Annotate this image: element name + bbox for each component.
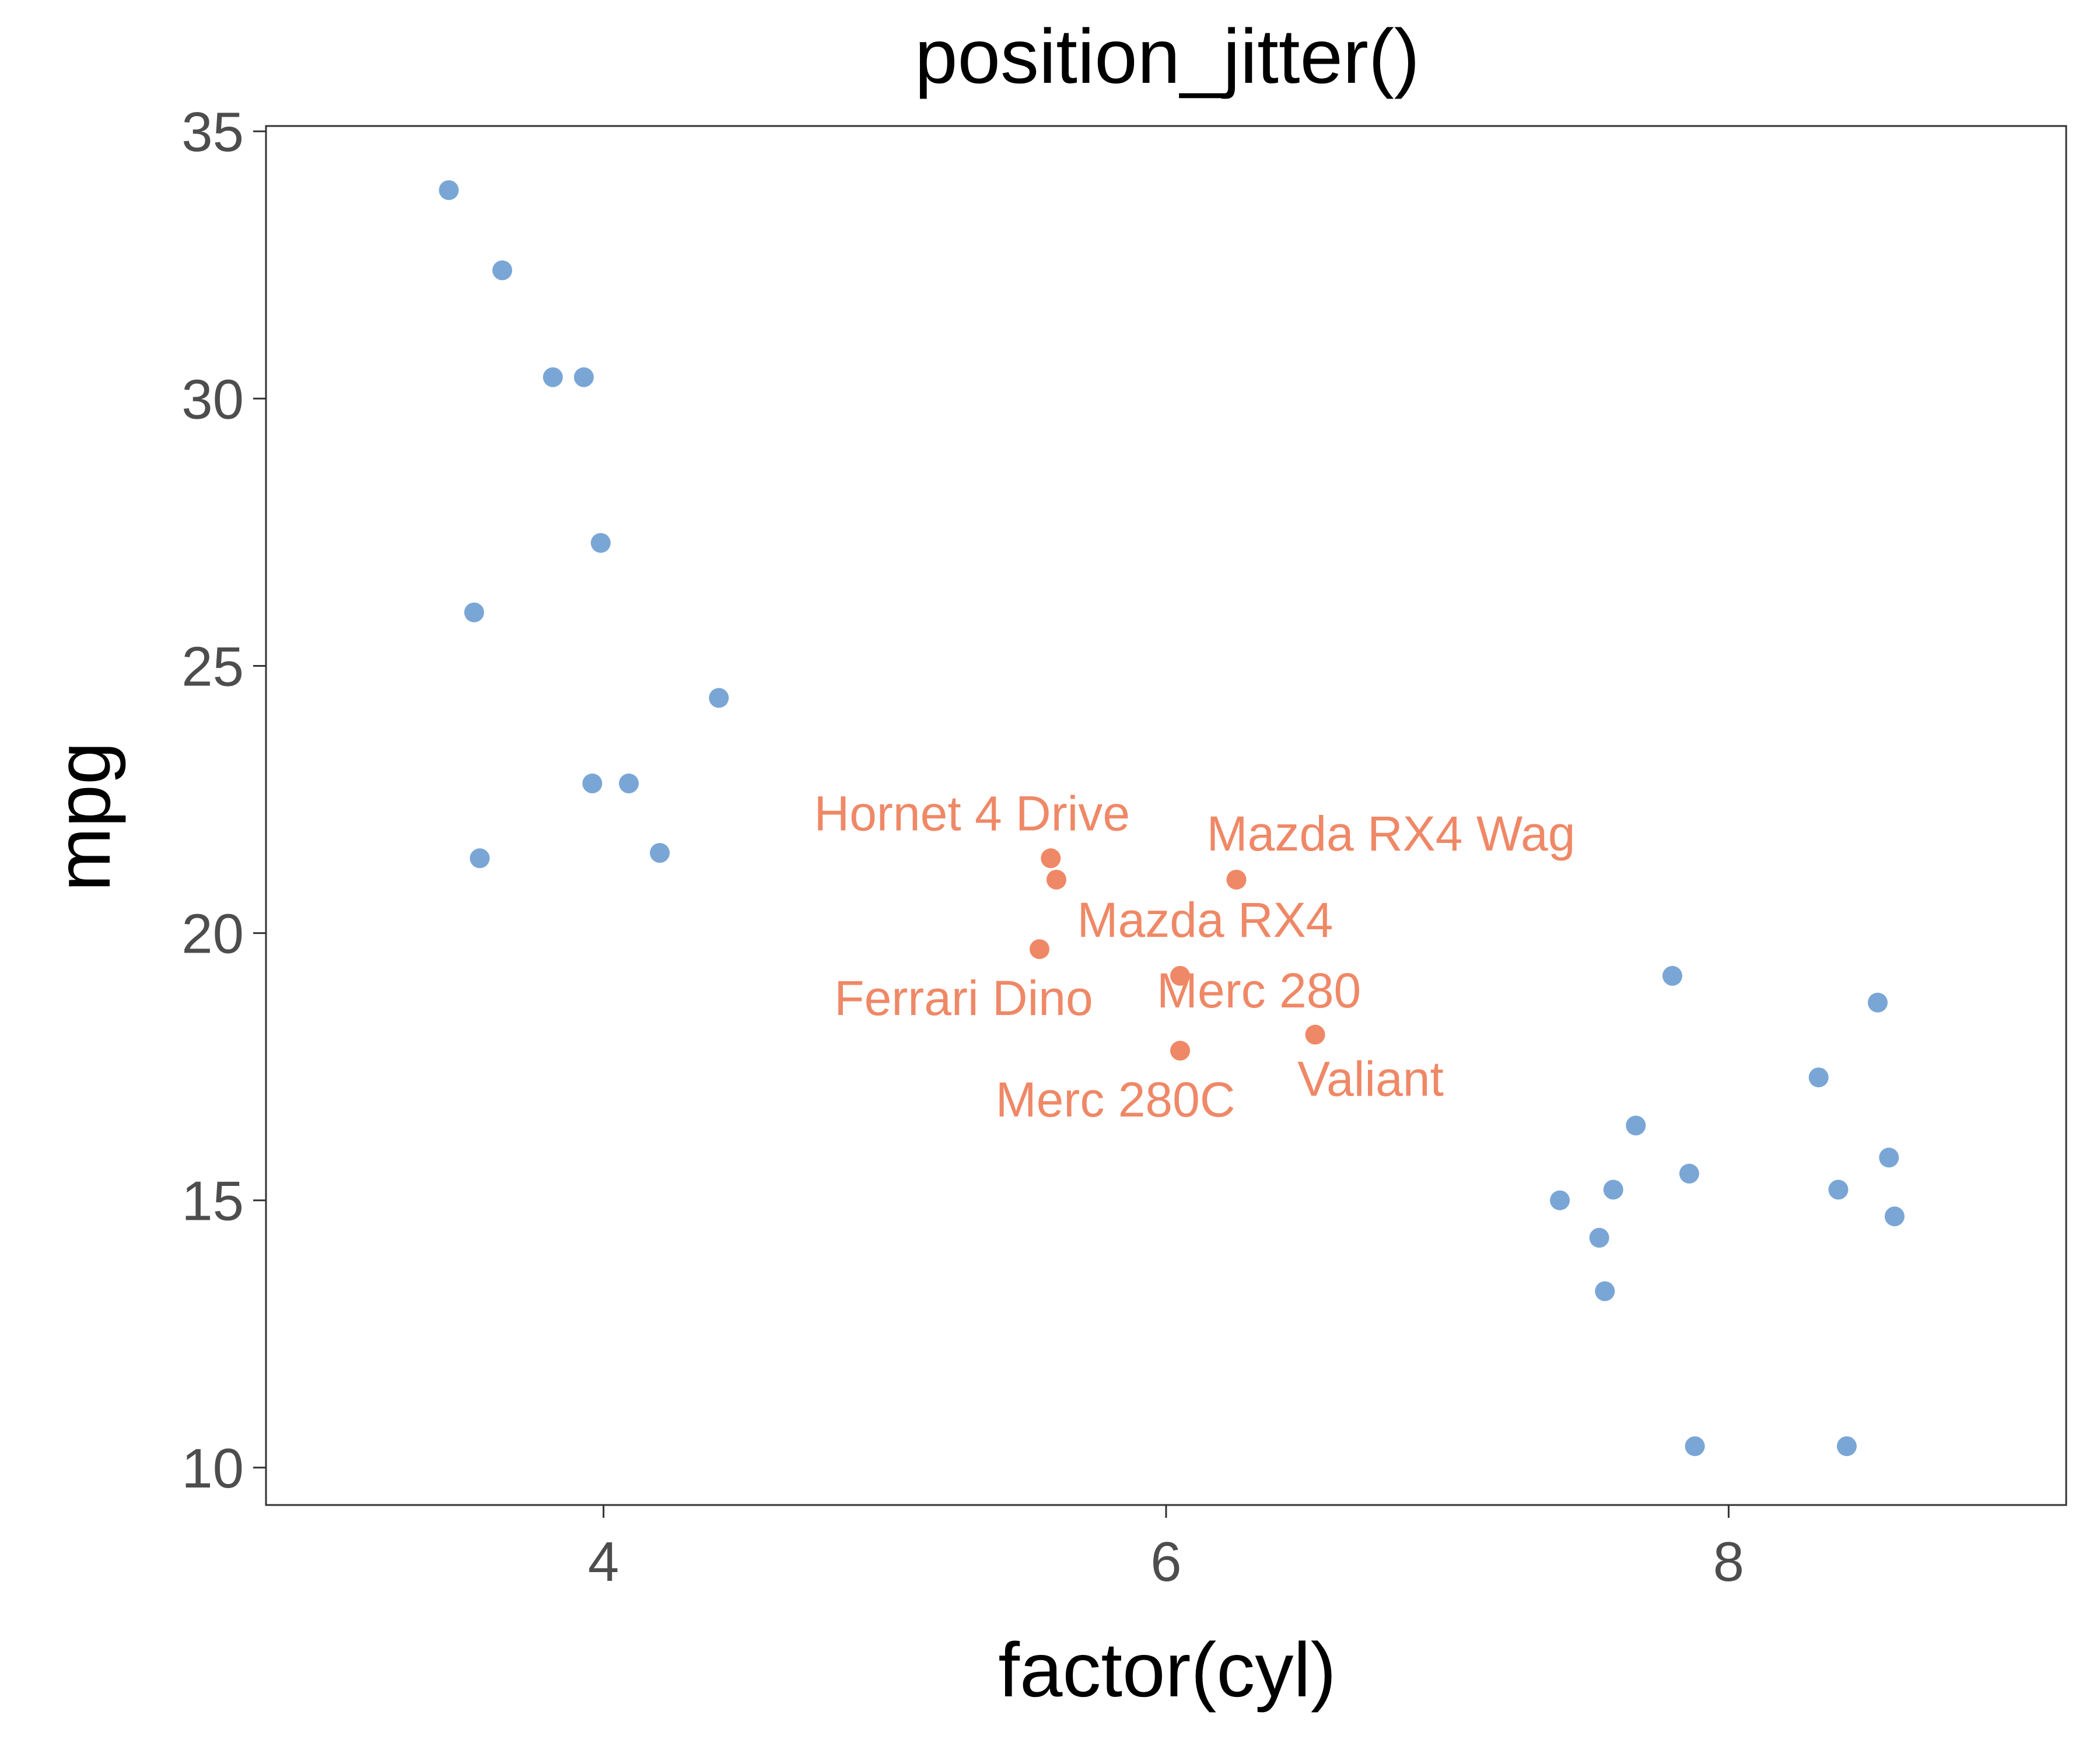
data-point	[573, 367, 594, 387]
data-points	[439, 180, 1905, 1457]
data-point	[1685, 1436, 1705, 1457]
data-point	[1626, 1115, 1646, 1136]
data-point	[1879, 1147, 1899, 1168]
data-point	[1550, 1190, 1570, 1210]
point-label: Merc 280	[1157, 963, 1361, 1018]
data-point	[492, 260, 513, 281]
point-label: Hornet 4 Drive	[814, 786, 1130, 841]
plot-panel	[265, 125, 2067, 1506]
data-point	[1884, 1206, 1905, 1227]
data-point	[542, 367, 563, 387]
data-point	[1867, 992, 1888, 1013]
highlight-point	[1226, 869, 1247, 890]
data-point	[1595, 1281, 1615, 1301]
data-point	[1662, 965, 1682, 986]
x-tick-label: 8	[1713, 1531, 1744, 1593]
y-tick-label: 10	[181, 1437, 244, 1500]
data-point	[1828, 1180, 1849, 1200]
data-point	[1808, 1067, 1829, 1087]
data-point	[464, 602, 484, 622]
data-point	[1603, 1180, 1623, 1200]
point-label: Merc 280C	[996, 1072, 1236, 1127]
y-tick-label: 30	[181, 368, 244, 430]
data-point	[582, 774, 603, 794]
point-label: Mazda RX4 Wag	[1207, 806, 1576, 861]
y-tick-label: 20	[181, 903, 244, 965]
y-tick-label: 15	[181, 1170, 244, 1233]
data-point	[1679, 1163, 1699, 1184]
highlight-point	[1041, 848, 1061, 869]
data-point	[709, 688, 729, 708]
y-axis-title: mpg	[40, 742, 126, 892]
point-label: Ferrari Dino	[834, 971, 1093, 1026]
point-labels: Hornet 4 Drive Mazda RX4 Wag Mazda RX4 Ferr…	[814, 786, 1576, 1127]
point-label: Mazda RX4	[1077, 892, 1334, 947]
highlight-point	[1305, 1024, 1325, 1045]
highlight-point	[1030, 939, 1050, 960]
data-point	[650, 843, 670, 863]
x-axis-title: factor(cyl)	[998, 1627, 1336, 1713]
y-tick-label: 25	[181, 635, 244, 698]
x-tick-label: 6	[1150, 1531, 1181, 1593]
y-axis: 10 15 20 25 30 35	[181, 101, 266, 1500]
point-label: Valiant	[1297, 1052, 1444, 1107]
data-point	[439, 180, 459, 200]
y-tick-label: 35	[181, 101, 244, 163]
data-point	[590, 533, 611, 553]
x-axis: 4 6 8	[588, 1505, 1744, 1593]
highlight-point	[1170, 965, 1191, 986]
chart-title: position_jitter()	[915, 13, 1420, 99]
data-point	[1589, 1227, 1609, 1248]
x-tick-label: 4	[588, 1531, 619, 1593]
data-point	[1836, 1436, 1857, 1457]
data-point	[619, 774, 639, 794]
highlight-point	[1170, 1041, 1191, 1061]
highlight-point	[1046, 869, 1066, 890]
data-point	[470, 848, 490, 869]
